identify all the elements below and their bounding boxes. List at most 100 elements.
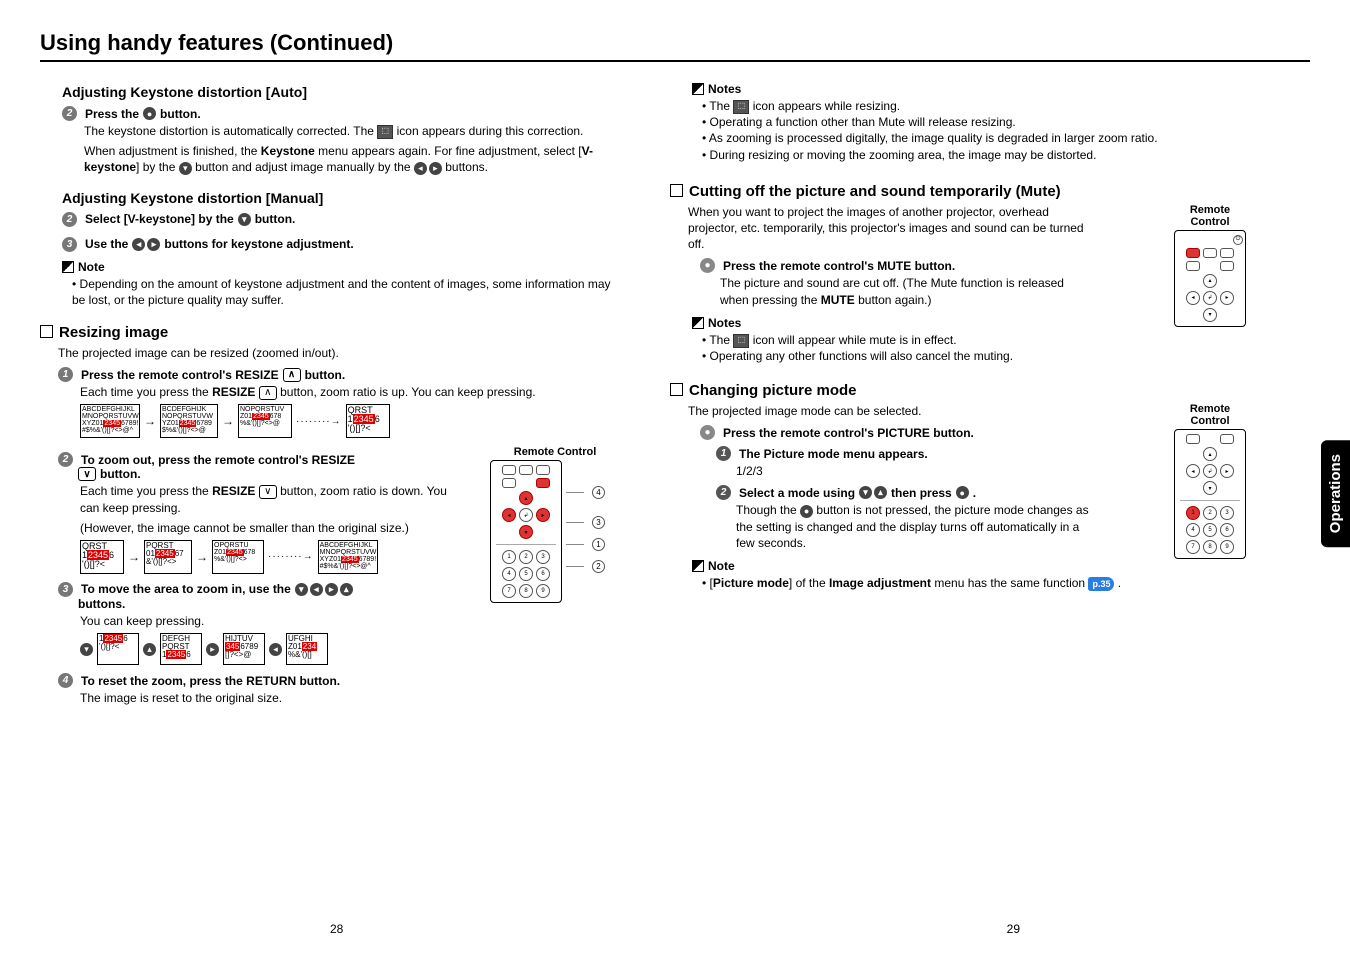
up-icon: ▴ [874, 486, 887, 499]
auto-p2a: When adjustment is finished, the [84, 144, 257, 158]
mute-note-2: Operating any other functions will also … [702, 348, 1158, 364]
step-2-icon: 2 [62, 106, 77, 121]
resize-s1body-a: Each time you press the [80, 385, 209, 399]
mute-step: Press the remote control's MUTE button. [723, 259, 955, 273]
resize-indicator-icon: ⬚ [733, 100, 749, 114]
auto-p2c: menu appears again. For fine adjustment,… [318, 144, 581, 158]
remote-diagram-mute: ⏻ ▴ ◂↲▸ ▾ [1174, 230, 1246, 327]
manual-s2a: Select [V-keystone] by the [85, 212, 234, 226]
auto-p2e: ] by the [136, 160, 175, 174]
step-4r-icon: 4 [58, 673, 73, 688]
enter-icon: ● [143, 107, 156, 120]
step-2r-icon: 2 [58, 452, 73, 467]
mute-intro: When you want to project the images of a… [688, 204, 1088, 253]
down-icon: ▾ [295, 583, 308, 596]
auto-p1a: The keystone distortion is automatically… [84, 124, 374, 138]
left-icon: ◂ [132, 238, 145, 251]
remote-diagram-picmode: ▴ ◂↲▸ ▾ 123 456 789 [1174, 429, 1246, 559]
manual-s3a: Use the [85, 237, 128, 251]
resize-s2a: To zoom out, press the remote control's … [81, 453, 355, 467]
resize-s4: To reset the zoom, press the RETURN butt… [81, 674, 340, 688]
remote-label-left: Remote Control [490, 446, 620, 458]
enter-icon: ● [800, 505, 813, 518]
zoom-out-diagram: QRST123456'()[]?< → PQRST01234567&'()[]?… [80, 540, 470, 574]
callout-1: 1 [592, 538, 605, 551]
remote-diagram-left: ▴ ◂↲▸ ▾ 123 456 789 [490, 460, 562, 603]
callout-2: 2 [592, 560, 605, 573]
callout-4: 4 [592, 486, 605, 499]
resize-s2b: button. [100, 467, 141, 481]
resize-s2body-d: (However, the image cannot be smaller th… [80, 520, 460, 536]
page-ref-35: p.35 [1088, 577, 1114, 591]
picmode-s2body-a: Though the [736, 503, 797, 517]
remote-label-picmode: Remote Control [1170, 403, 1250, 427]
manual-note-1: Depending on the amount of keystone adju… [72, 276, 620, 308]
right-icon: ▸ [147, 238, 160, 251]
correction-icon: ⬚ [377, 125, 393, 139]
note-heading: Note [62, 260, 620, 274]
manual-s3b: buttons for keystone adjustment. [164, 237, 353, 251]
resize-intro: The projected image can be resized (zoom… [58, 345, 620, 361]
picmode-s2-icon: 2 [716, 485, 731, 500]
mute-bullet-icon: ● [700, 258, 715, 273]
note-top-2: Operating a function other than Mute wil… [702, 114, 1250, 130]
resize-up-icon: ∧ [283, 368, 301, 382]
page-title: Using handy features (Continued) [40, 30, 1310, 62]
right-icon: ▸ [429, 162, 442, 175]
resize-up-icon: ∧ [259, 386, 277, 400]
auto-p2g: buttons. [445, 160, 488, 174]
step-2b-icon: 2 [62, 212, 77, 227]
note-top-1: The ⬚ icon appears while resizing. [702, 98, 1250, 114]
note-top-4: During resizing or moving the zooming ar… [702, 147, 1250, 163]
mute-body-c: button again.) [858, 293, 931, 307]
picmode-step: Press the remote control's PICTURE butto… [723, 426, 974, 440]
keystone-auto-heading: Adjusting Keystone distortion [Auto] [62, 84, 620, 100]
mute-indicator-icon: ⬚ [733, 334, 749, 348]
left-icon: ◂ [310, 583, 323, 596]
resizing-heading: Resizing image [40, 324, 620, 341]
step2-text-b: button. [160, 107, 201, 121]
picmode-s1-icon: 1 [716, 446, 731, 461]
resize-down-icon: ∨ [78, 467, 96, 481]
resize-s3b: buttons. [78, 597, 125, 611]
up-icon: ▴ [340, 583, 353, 596]
down-icon: ▾ [238, 213, 251, 226]
side-tab-operations: Operations [1321, 440, 1350, 547]
move-zoom-diagram: ▾ 123456'()[]?< ▴ DEFGHPQRST123456 ▸ HIJ… [80, 633, 470, 665]
resize-down-icon: ∨ [259, 485, 277, 499]
picmode-s1-body: 1/2/3 [736, 463, 1158, 479]
remote-label-mute: Remote Control [1170, 204, 1250, 228]
mute-heading: Cutting off the picture and sound tempor… [670, 183, 1250, 200]
left-icon: ◂ [269, 643, 282, 656]
resize-s1body-c: button, zoom ratio is up. You can keep p… [280, 385, 536, 399]
auto-p2b: Keystone [261, 144, 315, 158]
auto-p2f: button and adjust image manually by the [195, 160, 410, 174]
down-icon: ▾ [859, 486, 872, 499]
enter-icon: ● [956, 486, 969, 499]
picmode-intro: The projected image mode can be selected… [688, 403, 1158, 419]
right-icon: ▸ [325, 583, 338, 596]
step2-text-a: Press the [85, 107, 139, 121]
mute-note-1: The ⬚ icon will appear while mute is in … [702, 332, 1158, 348]
picmode-s2b: then press [891, 486, 952, 500]
resize-s3a: To move the area to zoom in, use the [81, 582, 291, 596]
right-icon: ▸ [206, 643, 219, 656]
picmode-s1: The Picture mode menu appears. [739, 447, 928, 461]
resize-s4body: The image is reset to the original size. [80, 690, 470, 706]
resize-s1body-b: RESIZE [212, 385, 255, 399]
keystone-manual-heading: Adjusting Keystone distortion [Manual] [62, 190, 620, 206]
manual-s2b: button. [255, 212, 296, 226]
resize-s2body-a: Each time you press the [80, 484, 209, 498]
down-icon: ▾ [179, 162, 192, 175]
step-3-icon: 3 [62, 237, 77, 252]
resize-s1a: Press the remote control's RESIZE [81, 368, 279, 382]
picmode-s2c: . [973, 486, 976, 500]
page-number-left: 28 [330, 922, 343, 936]
picmode-bullet-icon: ● [700, 425, 715, 440]
page-number-right: 29 [1007, 922, 1020, 936]
left-icon: ◂ [414, 162, 427, 175]
picmode-s2a: Select a mode using [739, 486, 855, 500]
resize-s1b: button. [305, 368, 346, 382]
picmode-note-1: [Picture mode] of the Image adjustment m… [702, 575, 1158, 591]
picmode-heading: Changing picture mode [670, 382, 1250, 399]
